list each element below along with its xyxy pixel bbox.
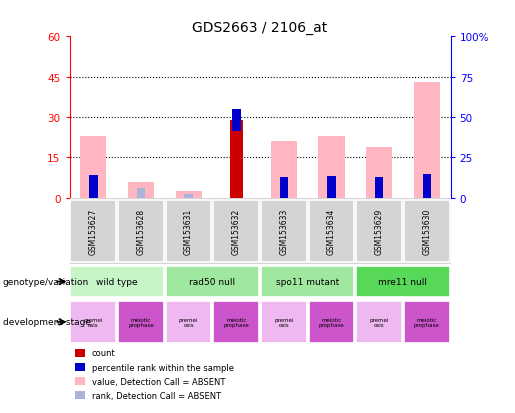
Text: GSM153629: GSM153629 [375,208,384,254]
Text: GSM153632: GSM153632 [232,208,241,254]
Bar [375,177,384,198]
Bar [213,301,259,344]
Bar [404,301,450,344]
Bar [166,301,212,344]
Bar [327,176,336,198]
Text: spo11 mutant: spo11 mutant [276,278,339,286]
Bar [261,200,307,262]
Bar [422,175,431,198]
Text: GSM153633: GSM153633 [280,208,288,254]
Bar [71,266,164,298]
Bar [280,177,288,198]
Text: development stage: development stage [3,318,91,327]
Bar [166,200,212,262]
Text: mre11 null: mre11 null [379,278,427,286]
Bar [261,301,307,344]
Text: meiotic
prophase: meiotic prophase [128,317,154,328]
Text: count: count [92,349,115,358]
Text: wild type: wild type [96,278,138,286]
Bar [308,301,354,344]
Text: rad50 null: rad50 null [190,278,235,286]
Bar [71,200,116,262]
Bar [136,189,145,198]
Bar [356,301,402,344]
Bar [118,301,164,344]
Bar [176,192,202,198]
Bar [128,182,154,198]
Text: meiotic
prophase: meiotic prophase [319,317,345,328]
Bar [213,200,259,262]
Bar [71,301,116,344]
Bar [422,175,431,198]
Bar [118,200,164,262]
Bar [271,142,297,198]
Text: premei
osis: premei osis [179,317,198,328]
Bar [230,121,243,198]
Bar [232,109,241,131]
Bar [166,266,259,298]
Bar [280,177,288,198]
Bar [184,195,193,198]
Text: premei
osis: premei osis [274,317,294,328]
Bar [80,136,107,198]
Text: GSM153634: GSM153634 [327,208,336,254]
Bar [366,147,392,198]
Text: premei
osis: premei osis [369,317,389,328]
Bar [414,83,440,198]
Text: percentile rank within the sample: percentile rank within the sample [92,363,234,372]
Text: GSM153627: GSM153627 [89,208,98,254]
Text: meiotic
prophase: meiotic prophase [414,317,440,328]
Text: rank, Detection Call = ABSENT: rank, Detection Call = ABSENT [92,391,221,400]
Bar [327,176,336,198]
Text: premei
osis: premei osis [83,317,103,328]
Bar [356,200,402,262]
Bar [356,266,450,298]
Text: GSM153631: GSM153631 [184,208,193,254]
Text: genotype/variation: genotype/variation [3,278,89,286]
Bar [318,136,345,198]
Text: GSM153628: GSM153628 [136,208,145,254]
Text: value, Detection Call = ABSENT: value, Detection Call = ABSENT [92,377,225,386]
Text: meiotic
prophase: meiotic prophase [224,317,249,328]
Title: GDS2663 / 2106_at: GDS2663 / 2106_at [193,21,328,35]
Bar [261,266,354,298]
Text: GSM153630: GSM153630 [422,208,431,254]
Bar [89,176,98,198]
Bar [308,200,354,262]
Bar [404,200,450,262]
